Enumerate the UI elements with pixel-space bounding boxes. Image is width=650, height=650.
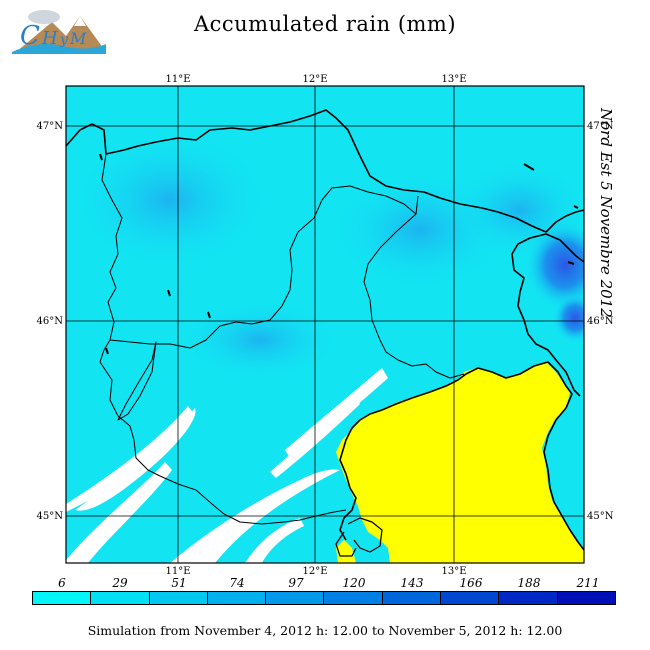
regional-border	[109, 185, 419, 349]
national-border	[65, 109, 585, 233]
regional-border	[117, 341, 157, 421]
legend-value: 74	[229, 576, 245, 590]
legend-value: 166	[459, 576, 483, 590]
coastline-po-delta	[335, 531, 357, 557]
legend-swatch	[91, 592, 150, 604]
national-border	[511, 233, 585, 397]
no-rain-band	[285, 368, 388, 458]
sea-mask-lagoon	[336, 540, 356, 563]
legend-swatch	[557, 592, 615, 604]
borders	[65, 109, 585, 557]
legend-value: 6	[58, 576, 66, 590]
sea-mask	[336, 362, 584, 563]
small-lakes	[99, 153, 579, 355]
lake	[124, 344, 158, 418]
rain-area-heavy	[525, 220, 584, 310]
legend-swatch	[207, 592, 267, 604]
rain-area-heavy	[553, 293, 584, 343]
lat-tick-left: 46°N	[37, 316, 64, 327]
legend-swatch	[33, 592, 92, 604]
lat-tick-right: 46°N	[587, 316, 614, 327]
lat-tick-left: 45°N	[37, 511, 64, 522]
legend-swatch	[441, 592, 500, 604]
legend-value: 211	[576, 576, 600, 590]
legend-swatch	[324, 592, 383, 604]
legend-swatch	[266, 592, 325, 604]
legend-swatch	[382, 592, 442, 604]
chym-logo: C H y M	[8, 6, 108, 56]
side-label: Nord Est 5 Novembre 2012	[597, 108, 637, 348]
side-label-text: Nord Est 5 Novembre 2012	[597, 108, 615, 318]
simulation-caption: Simulation from November 4, 2012 h: 12.0…	[87, 623, 563, 638]
lat-tick-left: 47°N	[37, 121, 64, 132]
lat-tick-right: 47°N	[587, 121, 614, 132]
svg-text:C: C	[20, 21, 40, 51]
lon-tick-top: 12°E	[302, 74, 327, 85]
coastline-lagoon	[347, 517, 383, 553]
legend-value: 120	[342, 576, 366, 590]
no-rain-band	[66, 462, 172, 563]
svg-text:y: y	[59, 32, 69, 48]
no-rain-band	[245, 518, 304, 563]
svg-text:H: H	[41, 28, 58, 49]
legend-swatch	[499, 592, 558, 604]
coastline	[339, 361, 585, 551]
no-rain-band	[66, 406, 194, 512]
map-title: Accumulated rain (mm)	[193, 12, 457, 36]
legend-value: 97	[288, 576, 304, 590]
regional-border	[99, 361, 347, 525]
lon-tick-bottom: 11°E	[165, 566, 190, 577]
rain-area-moderate	[70, 130, 270, 270]
lon-tick-top: 11°E	[165, 74, 190, 85]
legend-value: 143	[400, 576, 424, 590]
lon-tick-bottom: 12°E	[302, 566, 327, 577]
legend-value: 29	[112, 576, 128, 590]
svg-text:M: M	[69, 29, 87, 48]
rain-map: 11°E 12°E 13°E 11°E 12°E 13°E 47°N 46°N …	[37, 74, 614, 577]
regional-border	[363, 213, 465, 379]
legend-value: 51	[171, 576, 187, 590]
lon-tick-bottom: 13°E	[441, 566, 466, 577]
map-frame	[65, 85, 585, 564]
lat-tick-right: 45°N	[587, 511, 614, 522]
lon-tick-top: 13°E	[441, 74, 466, 85]
rain-area-moderate	[180, 300, 340, 380]
color-legend	[32, 591, 616, 605]
legend-swatch	[149, 592, 208, 604]
legend-value: 188	[517, 576, 541, 590]
legend-labels: 6 29 51 74 97 120 143 166 188 211	[0, 576, 650, 590]
